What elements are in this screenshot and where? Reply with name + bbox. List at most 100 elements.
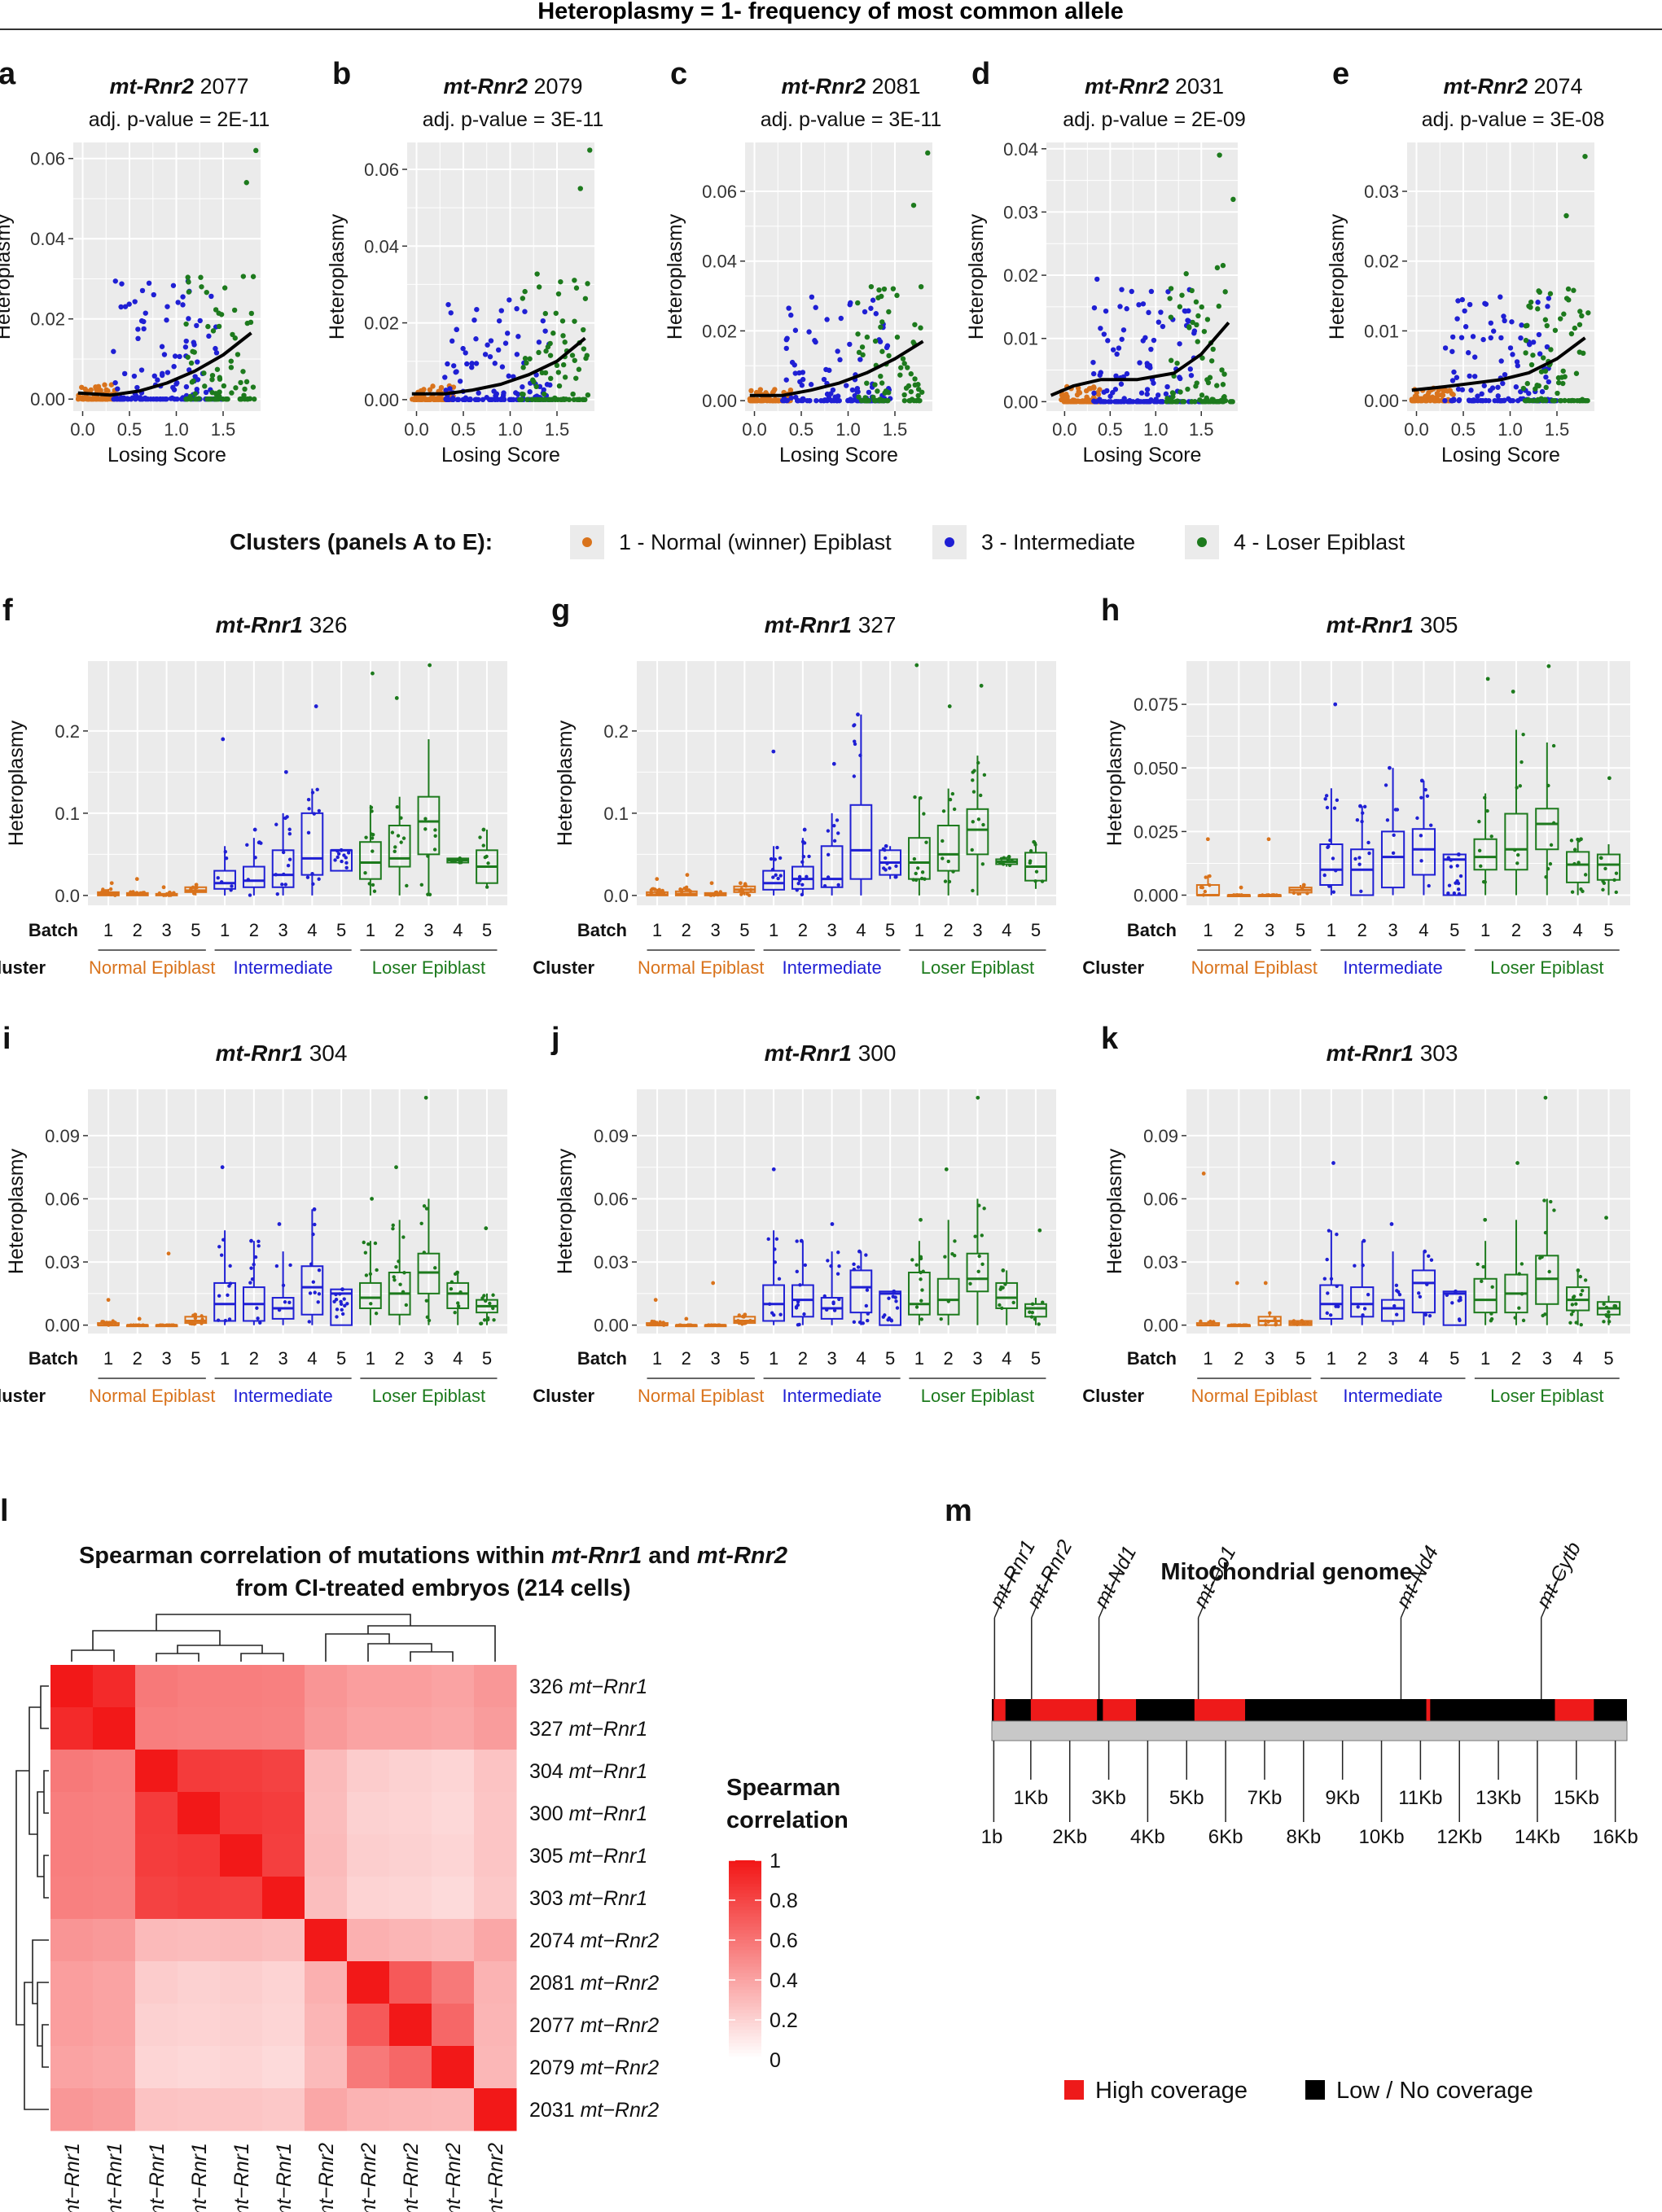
row-dendrogram (15, 1770, 29, 2026)
scatter-point (1110, 347, 1116, 353)
plot-background (1407, 142, 1594, 411)
scatter-point (1210, 346, 1216, 353)
genome-map-title: Mitochondrial genome (1160, 1559, 1412, 1585)
data-point (1300, 1319, 1305, 1323)
data-point (226, 1293, 230, 1297)
data-point (258, 1321, 262, 1325)
scatter-point (1546, 296, 1552, 301)
scatter-point (864, 380, 870, 386)
data-point (1357, 856, 1362, 860)
scatter-point (1151, 399, 1157, 405)
data-point (684, 885, 689, 890)
data-point (1543, 1230, 1548, 1235)
colorbar-segment (729, 1980, 761, 1984)
batch-tick-label: 5 (482, 920, 492, 940)
scatter-point (542, 328, 548, 334)
box (936, 825, 960, 872)
scatter-point (213, 396, 220, 402)
batch-tick-label: 4 (1419, 920, 1428, 940)
colorbar-segment (729, 2043, 761, 2048)
colorbar-segment (729, 1966, 761, 1971)
scatter-point (111, 396, 116, 402)
scatter-point (758, 397, 764, 404)
gene-name: mt-Rnr2 (109, 74, 194, 99)
scatter-point (1480, 336, 1486, 343)
data-point (894, 1299, 898, 1303)
data-point (1599, 856, 1603, 861)
scatter-point (1576, 322, 1583, 327)
y-axis-label: Heteroplasmy (1103, 720, 1126, 846)
scatter-point (231, 307, 238, 313)
scatter-point (866, 389, 872, 396)
data-point (193, 1316, 198, 1321)
data-point (249, 1238, 253, 1243)
heatmap-cell (305, 1707, 348, 1750)
box (936, 1277, 960, 1316)
data-point (686, 1323, 690, 1327)
scatter-point (1134, 399, 1140, 405)
scatter-point (432, 396, 437, 403)
box (1473, 1277, 1498, 1314)
data-point (1452, 891, 1457, 896)
scatter-point (89, 396, 95, 402)
scatter-point (864, 334, 870, 340)
data-point (219, 1253, 224, 1257)
data-point (1614, 890, 1618, 895)
scatter-point (884, 343, 891, 348)
data-point (1232, 893, 1236, 897)
data-point (1419, 778, 1424, 783)
scatter-point (427, 387, 433, 392)
box (388, 825, 411, 868)
data-point (371, 671, 375, 676)
data-point (190, 1321, 195, 1326)
scatter-point (112, 379, 118, 386)
data-point (795, 1269, 799, 1274)
scatter-point (1097, 372, 1103, 378)
data-point (1361, 811, 1365, 815)
scatter-point (180, 294, 186, 300)
scatter-point (1518, 388, 1524, 395)
data-point (1358, 804, 1362, 808)
data-point (979, 793, 983, 798)
heatmap-cell (347, 1750, 390, 1793)
data-point (432, 848, 437, 852)
heatmap-cell (220, 1877, 263, 1920)
label-gene: mt−Rnr1 (569, 1802, 648, 1825)
label-gene: mt−Rnr2 (581, 2057, 660, 2079)
data-point (161, 893, 166, 897)
batch-tick-label: 3 (1542, 1348, 1552, 1369)
data-point (1028, 848, 1033, 853)
scatter-point (102, 382, 107, 388)
colorbar-segment (729, 1976, 761, 1981)
scatter-point (188, 396, 194, 402)
scatter-point (213, 307, 219, 313)
data-point (249, 1266, 253, 1270)
scatter-point (1142, 335, 1148, 340)
scatter-point (1155, 392, 1161, 398)
data-point (999, 1286, 1003, 1290)
heatmap-cell (220, 1707, 263, 1750)
position-number: 2077 (194, 74, 249, 99)
colorbar-segment (729, 2052, 761, 2057)
scatter-point (1180, 399, 1186, 405)
scatter-point (868, 305, 874, 311)
data-point (1331, 1161, 1335, 1165)
data-point (865, 1288, 870, 1292)
scatter-point (1182, 309, 1188, 314)
data-point (864, 1303, 869, 1308)
data-point (193, 889, 198, 894)
plot-background (745, 142, 932, 411)
data-point (1037, 1322, 1041, 1326)
data-point (805, 874, 809, 878)
data-point (1518, 784, 1523, 788)
scatter-point (180, 302, 186, 308)
colorbar-segment (729, 2006, 761, 2011)
fit-line (1050, 321, 1230, 397)
data-point (852, 1262, 856, 1267)
scatter-point (499, 364, 506, 370)
scatter-point (847, 302, 853, 308)
y-tick-label: 0.04 (1003, 139, 1038, 160)
scatter-point (488, 396, 493, 403)
data-point (1517, 1306, 1521, 1310)
scale-label-bottom: 8Kb (1286, 1826, 1321, 1848)
